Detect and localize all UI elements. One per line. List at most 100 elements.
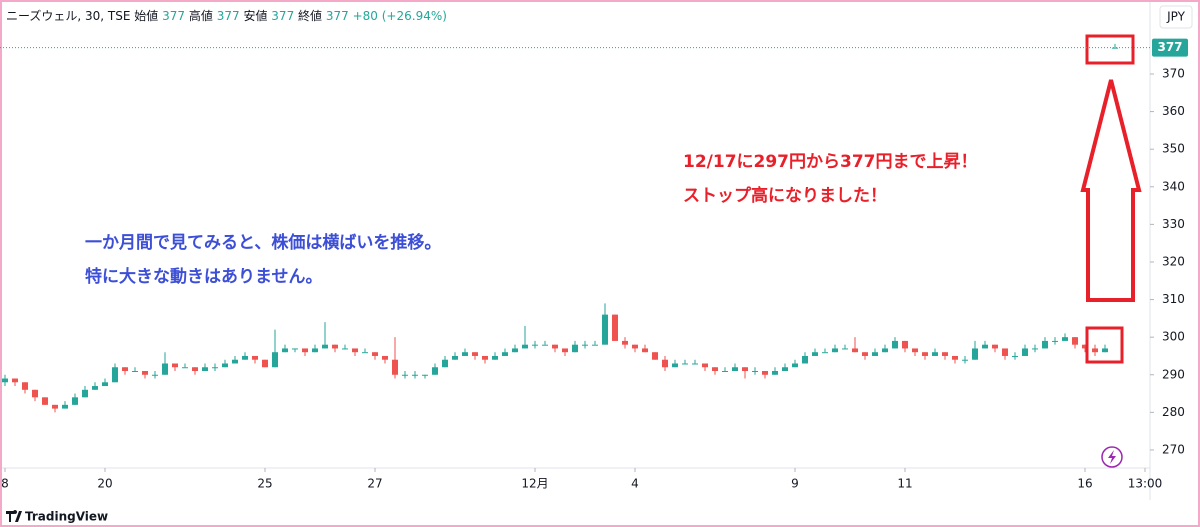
highlight-box [1085, 34, 1135, 65]
candle-body [932, 352, 938, 356]
y-tick-label: 320 [1162, 254, 1185, 268]
x-tick-label: 12月 [521, 477, 548, 491]
candle-body [302, 348, 308, 353]
candle-body [802, 355, 808, 364]
candle-body [352, 348, 358, 353]
candle-body [592, 344, 598, 346]
candle-body [372, 352, 378, 356]
candle-body [452, 355, 458, 360]
y-tick-label: 330 [1162, 217, 1185, 231]
candle-body [172, 363, 178, 368]
candle-body [152, 374, 158, 376]
ohlc-label: 高値 [189, 8, 213, 23]
brand: TradingView [25, 510, 108, 524]
candle-body [602, 314, 608, 345]
legend: ニーズウェル, 30, TSE 始値 377 高値 377 安値 377 終値 … [6, 8, 447, 23]
candle-body [902, 340, 908, 349]
y-tick-label: 370 [1162, 66, 1185, 80]
candle-body [492, 355, 498, 360]
candle-body [272, 352, 278, 368]
currency: JPY [1166, 10, 1186, 24]
ohlc-label: 始値 [134, 8, 158, 23]
candle-body [682, 363, 688, 365]
candle-body [952, 355, 958, 360]
candle-body [962, 359, 968, 361]
ohlc-value: 377 [217, 9, 240, 23]
y-tick-label: 350 [1162, 142, 1185, 156]
candle-body [732, 367, 738, 372]
candle-body [402, 374, 408, 376]
candle-body [572, 344, 578, 353]
x-tick-label: 16 [1077, 477, 1092, 491]
candle-body [942, 352, 948, 356]
candle-body [622, 340, 628, 345]
candle-body [472, 352, 478, 356]
x-tick-label: 8 [1, 477, 9, 491]
candle-body [672, 363, 678, 368]
ohlc-label: 終値 [298, 8, 322, 23]
candle-body [632, 344, 638, 349]
candle-body [212, 367, 218, 369]
candle-body [892, 340, 898, 349]
y-tick-label: 280 [1162, 405, 1185, 419]
y-tick-label: 310 [1162, 292, 1185, 306]
x-tick-label: 4 [631, 477, 639, 491]
candle-body [382, 355, 388, 360]
candle-body [862, 352, 868, 356]
candle-body [972, 348, 978, 360]
candle-body [532, 344, 538, 346]
candle-body [992, 344, 998, 349]
candle-body [502, 352, 508, 356]
candle-body [562, 348, 568, 353]
y-tick-label: 300 [1162, 330, 1185, 344]
currency-box [1159, 5, 1193, 29]
candle-body [462, 352, 468, 356]
candle-body [242, 355, 248, 360]
candle-body [112, 367, 118, 383]
candle-body [182, 367, 188, 369]
candle-body [232, 359, 238, 364]
ohlc-value: 377 [271, 9, 294, 23]
candle-body [1032, 348, 1038, 350]
last-price-badge [1152, 38, 1188, 57]
x-tick-label: 11 [897, 477, 912, 491]
candle-body [1052, 340, 1058, 342]
candle-body [582, 344, 588, 346]
candle-body [92, 386, 98, 390]
candle-body [332, 344, 338, 349]
candle-body [322, 344, 328, 349]
candle-body [312, 348, 318, 353]
candle-body [852, 348, 858, 353]
candle-body [712, 367, 718, 372]
candle-body [762, 371, 768, 375]
candle-body [1062, 337, 1068, 341]
candle-body [832, 348, 838, 353]
y-tick-label: 340 [1162, 179, 1185, 193]
annotation: ストップ高になりました！ [683, 185, 887, 206]
candle-body [542, 344, 548, 346]
candle-body [72, 397, 78, 405]
candle-body [162, 363, 168, 375]
y-tick-label: 290 [1162, 367, 1185, 381]
candle-body [642, 348, 648, 353]
candle-body [552, 344, 558, 349]
candle-body [662, 359, 668, 368]
annotation: 一か月間で見てみると、株価は横ばいを推移。 [85, 232, 441, 253]
candle-body [922, 352, 928, 356]
candle-body [1042, 340, 1048, 349]
candle-body [412, 374, 418, 376]
candle-body [192, 367, 198, 372]
candle-body [482, 355, 488, 360]
change: +80 (+26.94%) [353, 9, 447, 23]
ohlc-value: 377 [326, 9, 349, 23]
candle-body [1112, 47, 1118, 49]
candle-body [1082, 344, 1088, 349]
candle-body [772, 371, 778, 375]
candle-body [392, 359, 398, 375]
candle-body [82, 389, 88, 398]
candle-body [1002, 348, 1008, 356]
candle-body [102, 382, 108, 387]
bolt [1108, 450, 1116, 464]
candle-body [1102, 348, 1108, 353]
candle-body [52, 404, 58, 409]
